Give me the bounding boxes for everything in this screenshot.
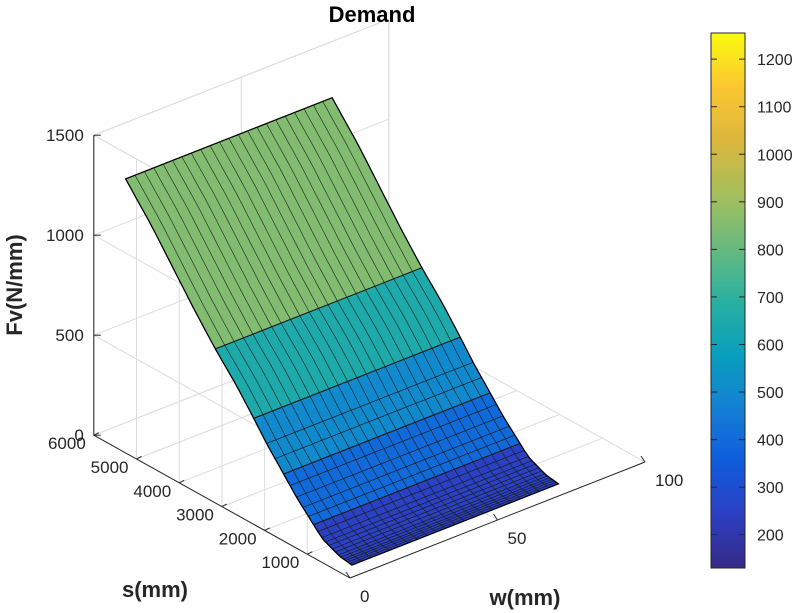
surface-mesh-line: [284, 116, 512, 503]
surface-mesh-line: [266, 123, 493, 510]
colorbar-tick-label: 700: [757, 290, 784, 307]
surface-mesh-row: [328, 463, 536, 546]
x-tick-mark: [493, 513, 498, 521]
surface-mesh-row: [313, 443, 521, 525]
surface-mesh-line: [200, 149, 428, 536]
surface-mesh-row: [347, 480, 555, 563]
x-axis-label: w(mm): [489, 585, 561, 610]
surface-plot: [124, 96, 560, 566]
chart-title: Demand: [329, 2, 416, 27]
grid-line: [93, 18, 389, 136]
surface-mesh-line: [275, 119, 503, 507]
surface-mesh-row: [308, 434, 516, 517]
surface-mesh-line: [190, 152, 418, 540]
surface-mesh-row: [325, 460, 533, 543]
colorbar-tick-label: 1000: [757, 147, 793, 164]
surface-mesh-row: [253, 336, 461, 419]
z-tick-label: 1500: [46, 126, 84, 145]
colorbar-tick-label: 600: [757, 337, 784, 354]
surface-mesh-line: [219, 141, 447, 529]
y-tick-label: 6000: [48, 434, 86, 453]
y-tick-label: 1000: [261, 553, 299, 572]
surface-mesh-row: [332, 467, 539, 550]
surface-mesh-row: [266, 361, 474, 444]
colorbar: 200 300 400 500 600 700 800 900 1000 1100 1200: [710, 32, 793, 569]
surface-mesh-line: [313, 104, 540, 492]
x-tick-mark: [640, 455, 646, 463]
surface-mesh-line: [134, 175, 362, 562]
z-tick-label: 1000: [46, 226, 84, 245]
surface-mesh-row: [349, 481, 557, 564]
surface-mesh-row: [335, 470, 542, 553]
colorbar-tick-label: 900: [757, 195, 784, 212]
colorbar-tick-label: 1100: [757, 100, 792, 117]
surface-mesh-line: [294, 112, 522, 499]
axis-ticks: 0500100015001000200030004000500060000501…: [46, 126, 683, 606]
y-tick-label: 3000: [176, 506, 214, 525]
surface-mesh-row: [283, 392, 491, 475]
surface-mesh-row: [338, 473, 545, 556]
surface-mesh-line: [322, 101, 550, 488]
surface-mesh-line: [256, 127, 484, 514]
surface-mesh-line: [228, 138, 456, 525]
y-tick-mark: [307, 551, 313, 555]
surface-mesh-row: [321, 456, 529, 539]
surface-mesh-row: [289, 404, 497, 486]
surface-mesh-line: [162, 164, 390, 551]
y-tick-mark: [136, 456, 142, 460]
surface-mesh-row: [340, 475, 548, 558]
surface-mesh-row: [296, 415, 504, 498]
colorbar-tick-label: 200: [757, 528, 784, 545]
y-axis-label: s(mm): [122, 577, 188, 602]
y-tick-mark: [264, 527, 270, 531]
surface-mesh-row: [274, 377, 482, 460]
surface-mesh-line: [144, 171, 371, 558]
x-tick-label: 50: [508, 529, 527, 548]
colorbar-tick-label: 800: [757, 242, 784, 259]
y-tick-mark: [221, 503, 228, 508]
z-tick-label: 0: [74, 426, 83, 445]
z-axis-label: Fv(N/mm): [2, 234, 27, 335]
surface-mesh-line: [247, 130, 475, 518]
colorbar-tick-label: 1200: [757, 52, 793, 69]
surface-mesh-line: [153, 167, 381, 555]
surface-mesh-row: [302, 425, 510, 508]
surface-mesh-line: [209, 145, 437, 533]
y-tick-label: 5000: [91, 458, 129, 477]
y-tick-label: 2000: [219, 529, 257, 548]
surface-mesh-line: [181, 156, 409, 544]
y-tick-mark: [178, 479, 185, 484]
x-tick-mark: [345, 571, 351, 579]
surface-mesh-line: [237, 134, 465, 522]
surface-mesh-row: [343, 477, 551, 560]
colorbar-tick-label: 400: [757, 433, 784, 450]
y-tick-mark: [93, 432, 100, 436]
colorbar-ticks: 200 300 400 500 600 700 800 900 1000 1100 1200: [711, 52, 793, 545]
z-tick-label: 500: [55, 326, 83, 345]
colorbar-gradient: [710, 32, 746, 569]
surface-outline: [124, 96, 560, 566]
surface-mesh-row: [317, 449, 525, 532]
surface-mesh-line: [172, 160, 400, 547]
x-tick-label: 100: [655, 471, 683, 490]
y-tick-label: 4000: [133, 482, 171, 501]
x-tick-label: 0: [360, 587, 369, 606]
surface-mesh-line: [303, 108, 531, 496]
surface-mesh-row: [345, 478, 553, 561]
colorbar-tick-label: 500: [757, 385, 784, 402]
colorbar-tick-label: 300: [757, 480, 784, 497]
